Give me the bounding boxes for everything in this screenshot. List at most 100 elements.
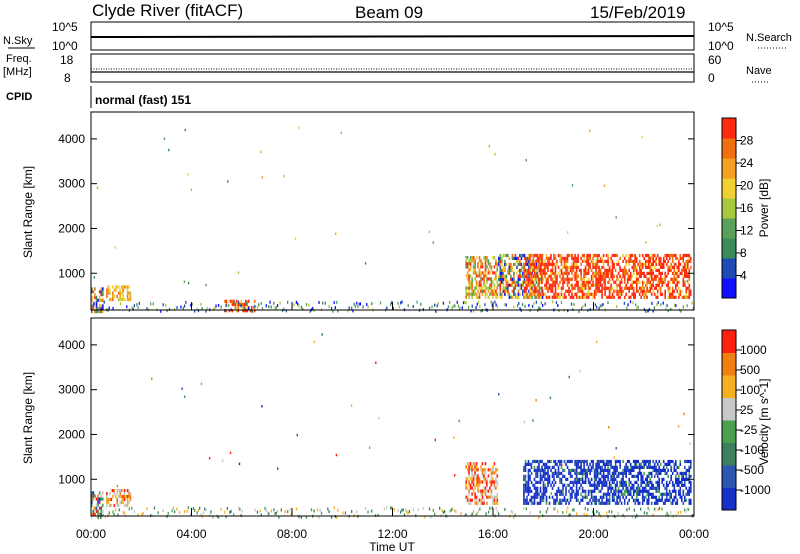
data-cell [532,259,534,263]
data-cell [535,262,538,266]
data-cell [577,280,579,284]
data-cell [486,483,488,487]
data-cell [595,253,597,258]
data-cell [595,486,597,490]
data-cell [498,512,500,516]
data-cell [556,495,558,499]
data-cell [673,265,676,269]
data-cell [523,483,525,487]
data-cell [608,501,611,505]
data-cell [547,471,549,475]
data-cell [125,285,127,289]
data-cell [238,462,241,466]
data-cell [607,262,609,266]
data-cell [655,471,657,475]
data-cell [126,497,129,502]
data-cell [646,501,648,505]
data-cell [527,268,530,272]
data-cell [237,302,240,306]
data-cell [595,268,597,272]
data-cell [548,283,551,287]
data-cell [632,492,635,496]
data-cell [484,268,487,272]
data-cell [596,265,599,269]
data-cell [519,274,521,278]
data-cell [320,511,323,515]
data-cell [577,289,579,293]
data-cell [652,280,654,284]
data-cell [643,462,645,466]
data-cell [584,471,587,475]
data-cell [472,309,475,313]
data-cell [560,465,563,469]
data-cell [592,498,594,502]
data-cell [634,280,636,284]
data-cell [560,268,563,272]
data-cell [505,280,508,284]
data-cell [539,495,542,499]
data-cell [653,259,656,263]
data-cell [580,468,582,472]
data-cell [100,298,102,302]
data-cell [523,420,526,424]
data-cell [598,459,600,464]
data-cell [613,477,615,481]
data-cell [530,501,533,505]
data-cell [617,292,620,296]
data-cell [690,483,692,487]
data-cell [538,277,540,281]
data-cell [484,259,487,263]
data-cell [598,480,600,484]
data-cell [614,492,617,496]
data-cell [675,474,677,478]
data-cell [464,300,466,304]
data-cell [547,507,549,511]
data-cell [483,271,485,275]
data-cell [472,289,475,293]
data-cell [474,259,476,263]
data-cell [634,474,636,478]
data-cell [137,513,139,517]
data-cell [548,286,551,290]
data-cell [592,462,594,466]
data-cell [602,474,605,478]
data-cell [480,274,482,278]
data-cell [662,483,665,487]
data-cell [659,498,662,502]
data-cell [602,277,605,281]
data-cell [538,306,540,310]
data-cell [102,298,104,302]
data-cell [526,271,528,275]
data-cell [598,280,600,284]
data-cell [107,285,110,289]
data-cell [350,404,353,407]
data-cell [113,294,116,298]
data-cell [472,268,475,272]
data-cell [378,417,380,420]
data-cell [673,468,676,472]
data-cell [550,268,552,272]
data-cell [532,256,535,260]
data-cell [598,274,600,278]
data-cell [98,298,101,302]
data-cell [610,289,612,293]
data-cell [670,465,672,469]
data-cell [673,295,676,299]
data-cell [530,253,533,258]
data-cell [592,510,594,514]
data-cell [559,259,561,263]
data-cell [472,265,475,269]
data-cell [662,501,665,505]
data-cell [572,286,575,290]
data-cell [510,295,512,299]
data-cell [634,459,636,464]
data-cell [632,268,635,272]
data-cell [476,302,478,306]
data-cell [562,483,564,487]
data-cell [495,506,497,510]
data-cell [599,274,602,278]
data-cell [648,508,651,512]
data-cell [474,265,476,269]
data-cell [635,283,638,287]
data-cell [688,256,691,260]
